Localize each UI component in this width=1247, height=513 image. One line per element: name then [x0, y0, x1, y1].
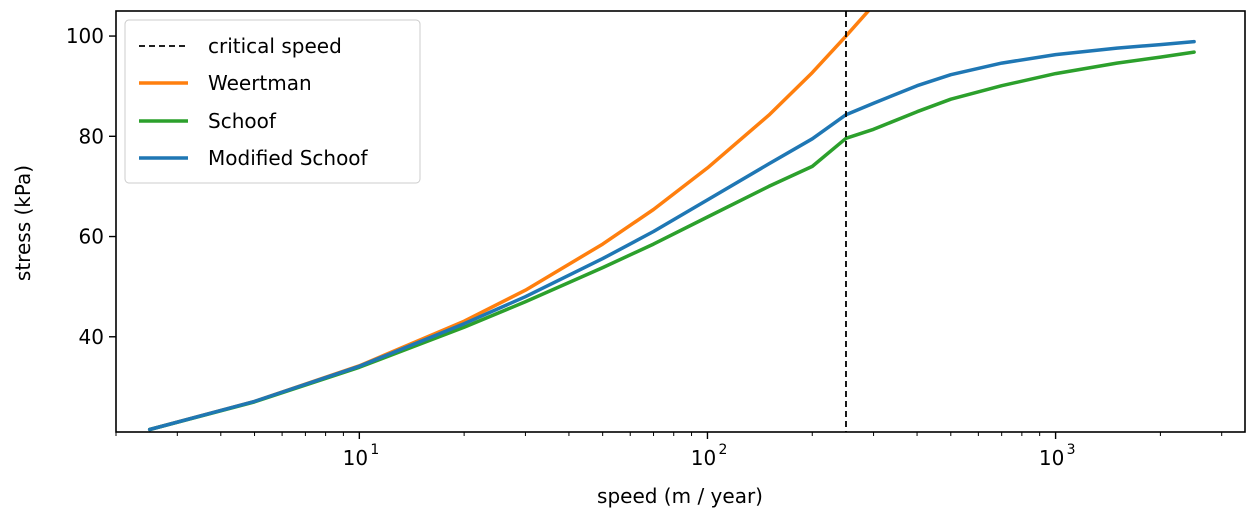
x-tick-exponent-10: 1	[370, 442, 379, 458]
plot-series-group	[147, 11, 1196, 432]
y-axis-label: stress (kPa)	[11, 165, 35, 281]
legend-label-schoof: Schoof	[208, 109, 277, 133]
x-tick-exponent-100: 2	[718, 442, 727, 458]
x-axis-label: speed (m / year)	[597, 484, 763, 508]
y-tick-label-40: 40	[79, 325, 104, 349]
legend-label-modified-schoof: Modified Schoof	[208, 146, 369, 170]
legend-box	[124, 19, 421, 184]
x-tick-exponent-1000: 3	[1067, 442, 1076, 458]
legend: critical speed Weertman Schoof Modified …	[124, 19, 421, 184]
x-tick-label-100: 10	[691, 446, 716, 470]
y-tick-label-100: 100	[66, 24, 104, 48]
legend-label-weertman: Weertman	[208, 71, 312, 95]
plot-area	[147, 11, 1196, 432]
plot-frame	[115, 10, 1246, 433]
series-line-schoof	[147, 50, 1196, 432]
series-line-modified-schoof	[147, 39, 1196, 432]
y-tick-label-80: 80	[79, 124, 104, 148]
x-tick-label-1000: 10	[1039, 446, 1064, 470]
legend-label-critical-speed: critical speed	[208, 34, 342, 58]
x-tick-label-10: 10	[343, 446, 368, 470]
y-tick-label-60: 60	[79, 225, 104, 249]
